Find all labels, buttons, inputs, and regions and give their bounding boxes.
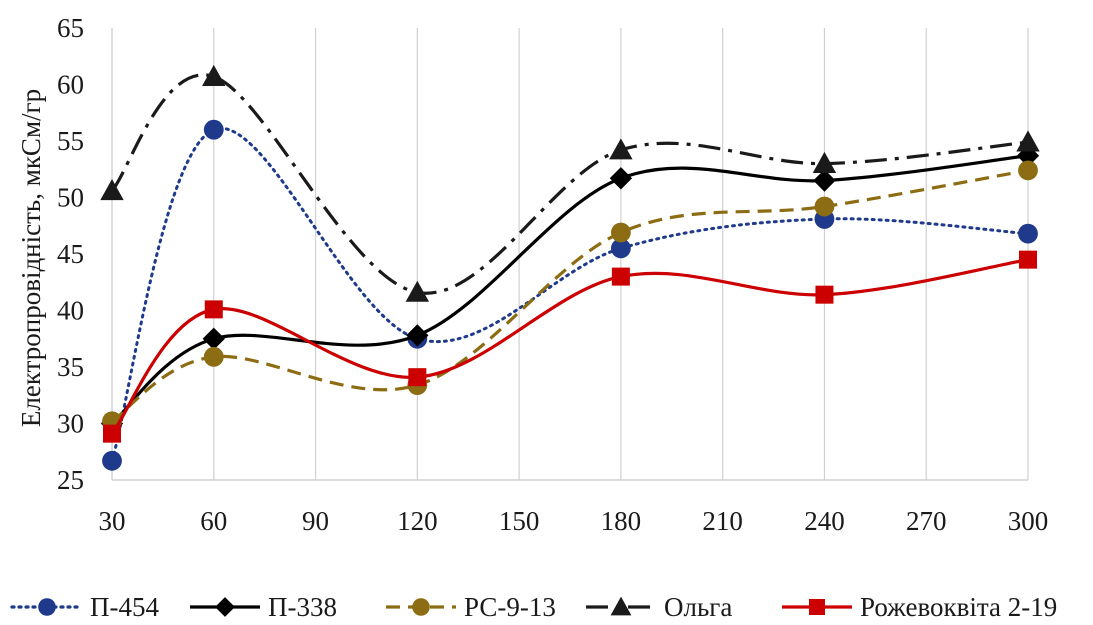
series-4 — [100, 64, 1040, 302]
data-point — [100, 179, 124, 201]
y-tick-label: 35 — [57, 352, 84, 382]
y-tick-label: 60 — [57, 70, 84, 100]
data-point — [102, 450, 122, 471]
legend-item: РС-9-13 — [386, 592, 556, 622]
x-tick-label: 240 — [804, 506, 845, 536]
legend-label: П-454 — [90, 592, 159, 622]
legend-item: Рожевоквіта 2-19 — [782, 592, 1057, 622]
y-axis-ticks: 25 30 35 40 45 50 55 60 65 — [57, 13, 84, 495]
data-point — [610, 222, 631, 243]
data-point — [1018, 223, 1038, 244]
legend-marker — [610, 596, 632, 616]
x-tick-label: 90 — [302, 506, 329, 536]
series-group — [100, 64, 1040, 471]
y-tick-label: 40 — [57, 296, 84, 326]
data-point — [408, 368, 427, 387]
data-point — [611, 267, 630, 286]
legend-marker — [38, 598, 56, 616]
x-tick-label: 210 — [702, 506, 743, 536]
x-tick-label: 120 — [397, 506, 438, 536]
legend-item: П-338 — [190, 592, 337, 622]
legend-label: Ольга — [664, 592, 732, 622]
x-tick-label: 270 — [906, 506, 947, 536]
legend-marker — [809, 599, 825, 615]
data-point — [405, 280, 430, 302]
y-tick-label: 25 — [57, 465, 84, 495]
x-tick-label: 150 — [499, 506, 540, 536]
y-tick-label: 65 — [57, 13, 84, 43]
y-tick-label: 55 — [57, 126, 84, 156]
legend-marker — [215, 597, 235, 617]
x-axis-ticks: 30 60 90 120 150 180 210 240 270 300 — [99, 506, 1049, 536]
legend-label: Рожевоквіта 2-19 — [860, 592, 1057, 622]
data-point — [204, 300, 223, 319]
series-line — [110, 126, 1030, 463]
data-point — [406, 324, 429, 347]
x-tick-label: 180 — [601, 506, 642, 536]
legend-item: Ольга — [586, 592, 732, 622]
x-tick-label: 60 — [200, 506, 227, 536]
y-tick-label: 50 — [57, 183, 84, 213]
series-line — [110, 258, 1029, 435]
axes — [111, 28, 1028, 481]
series-2 — [100, 144, 1040, 435]
data-point — [610, 238, 631, 259]
legend: П-454 П-338 РС-9-13 Ольга Рожевоквіта 2-19 — [10, 592, 1057, 622]
y-tick-label: 30 — [57, 409, 84, 439]
data-point — [202, 327, 225, 350]
x-tick-label: 300 — [1008, 506, 1049, 536]
data-point — [103, 424, 121, 443]
data-point — [812, 151, 837, 173]
data-point — [814, 196, 835, 217]
x-tick-label: 30 — [99, 506, 126, 536]
legend-label: РС-9-13 — [464, 592, 556, 622]
data-point — [202, 64, 226, 86]
data-point — [815, 285, 834, 304]
data-point — [813, 169, 836, 192]
legend-item: П-454 — [10, 592, 159, 622]
data-point — [203, 119, 224, 140]
data-point — [609, 138, 633, 160]
series-1 — [102, 119, 1038, 471]
data-point — [1018, 160, 1038, 181]
data-point — [609, 167, 633, 190]
data-point — [203, 346, 224, 367]
data-point — [1016, 130, 1040, 152]
data-point — [1019, 250, 1037, 269]
series-line — [110, 73, 1029, 295]
legend-label: П-338 — [268, 592, 337, 622]
legend-marker — [412, 598, 430, 616]
y-tick-label: 45 — [57, 239, 84, 269]
y-axis-label: Електропровідність, мкСм/гр — [16, 89, 46, 427]
series-5 — [103, 250, 1037, 443]
